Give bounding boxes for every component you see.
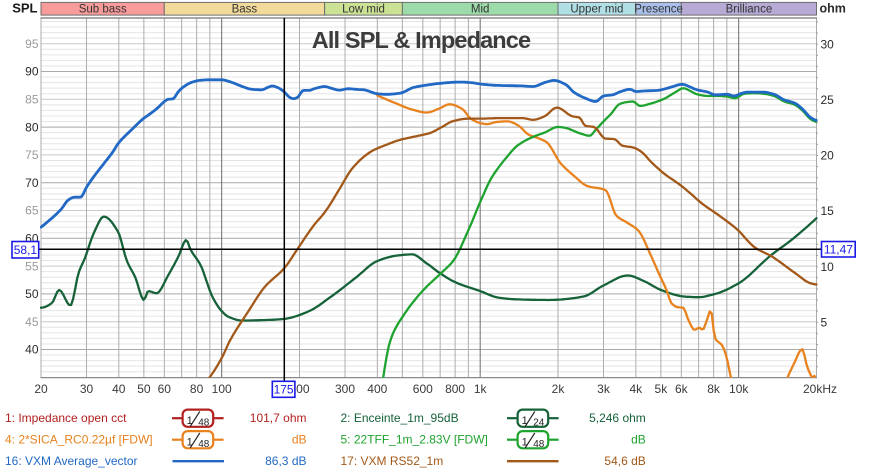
svg-text:2: Enceinte_1m_95dB: 2: Enceinte_1m_95dB — [341, 411, 459, 425]
svg-text:20: 20 — [34, 382, 48, 396]
svg-text:300: 300 — [335, 382, 355, 396]
svg-text:5: 22TFF_1m_2.83V [FDW]: 5: 22TFF_1m_2.83V [FDW] — [341, 432, 488, 446]
svg-text:Bass: Bass — [232, 4, 258, 16]
svg-text:20kHz: 20kHz — [803, 382, 837, 396]
svg-text:8k: 8k — [707, 382, 721, 396]
svg-text:40: 40 — [112, 382, 126, 396]
svg-text:1: 1 — [522, 436, 528, 448]
svg-text:90: 90 — [25, 65, 39, 79]
svg-text:5k: 5k — [655, 382, 669, 396]
svg-text:6k: 6k — [675, 382, 689, 396]
svg-text:25: 25 — [821, 93, 835, 107]
svg-text:5: 5 — [821, 315, 828, 329]
svg-text:17: VXM RS52_1m: 17: VXM RS52_1m — [341, 454, 444, 468]
svg-text:10k: 10k — [729, 382, 749, 396]
svg-text:1: 1 — [187, 436, 193, 448]
svg-text:16: VXM Average_vector: 16: VXM Average_vector — [5, 454, 138, 468]
svg-text:58,1: 58,1 — [14, 243, 38, 257]
svg-text:400: 400 — [367, 382, 387, 396]
svg-text:80: 80 — [25, 120, 39, 134]
svg-text:4k: 4k — [629, 382, 643, 396]
svg-text:1: 1 — [522, 415, 528, 427]
svg-text:800: 800 — [445, 382, 465, 396]
svg-text:65: 65 — [25, 204, 39, 218]
svg-text:4: 2*SICA_RC0.22µf [FDW]: 4: 2*SICA_RC0.22µf [FDW] — [5, 432, 153, 446]
svg-text:5,246 ohm: 5,246 ohm — [589, 411, 646, 425]
svg-text:50: 50 — [25, 287, 39, 301]
svg-text:Sub bass: Sub bass — [79, 4, 127, 16]
svg-text:dB: dB — [292, 432, 307, 446]
svg-text:48: 48 — [198, 439, 210, 450]
svg-text:SPL: SPL — [12, 0, 37, 15]
svg-text:40: 40 — [25, 343, 39, 357]
svg-text:55: 55 — [25, 259, 39, 273]
svg-text:All SPL & Impedance: All SPL & Impedance — [312, 27, 531, 53]
svg-text:Presence: Presence — [634, 4, 683, 16]
svg-text:11,47: 11,47 — [824, 242, 853, 256]
svg-text:1: Impedance open cct: 1: Impedance open cct — [5, 411, 127, 425]
svg-text:Brilliance: Brilliance — [726, 4, 773, 16]
svg-text:75: 75 — [25, 148, 39, 162]
svg-text:50: 50 — [137, 382, 151, 396]
svg-text:15: 15 — [821, 204, 835, 218]
svg-text:2k: 2k — [552, 382, 566, 396]
svg-text:30: 30 — [80, 382, 94, 396]
svg-text:54,6 dB: 54,6 dB — [604, 454, 645, 468]
svg-text:30: 30 — [821, 37, 835, 51]
svg-text:80: 80 — [190, 382, 204, 396]
svg-text:100: 100 — [212, 382, 232, 396]
svg-text:20: 20 — [821, 149, 835, 163]
svg-text:ohm: ohm — [820, 1, 846, 15]
svg-text:70: 70 — [25, 176, 39, 190]
svg-text:Low mid: Low mid — [342, 4, 385, 16]
svg-text:dB: dB — [631, 432, 646, 446]
svg-text:10: 10 — [821, 260, 835, 274]
svg-text:48: 48 — [198, 418, 210, 429]
svg-text:Mid: Mid — [471, 4, 490, 16]
svg-text:24: 24 — [533, 418, 545, 429]
svg-text:95: 95 — [25, 37, 39, 51]
svg-text:175: 175 — [274, 383, 294, 397]
svg-text:Upper mid: Upper mid — [570, 4, 623, 16]
svg-text:60: 60 — [158, 382, 172, 396]
svg-text:1k: 1k — [474, 382, 488, 396]
svg-text:85: 85 — [25, 93, 39, 107]
svg-text:45: 45 — [25, 315, 39, 329]
svg-text:101,7 ohm: 101,7 ohm — [250, 411, 307, 425]
svg-text:600: 600 — [413, 382, 433, 396]
svg-text:48: 48 — [533, 439, 545, 450]
svg-text:3k: 3k — [597, 382, 611, 396]
svg-text:86,3 dB: 86,3 dB — [265, 454, 306, 468]
svg-text:1: 1 — [187, 415, 193, 427]
